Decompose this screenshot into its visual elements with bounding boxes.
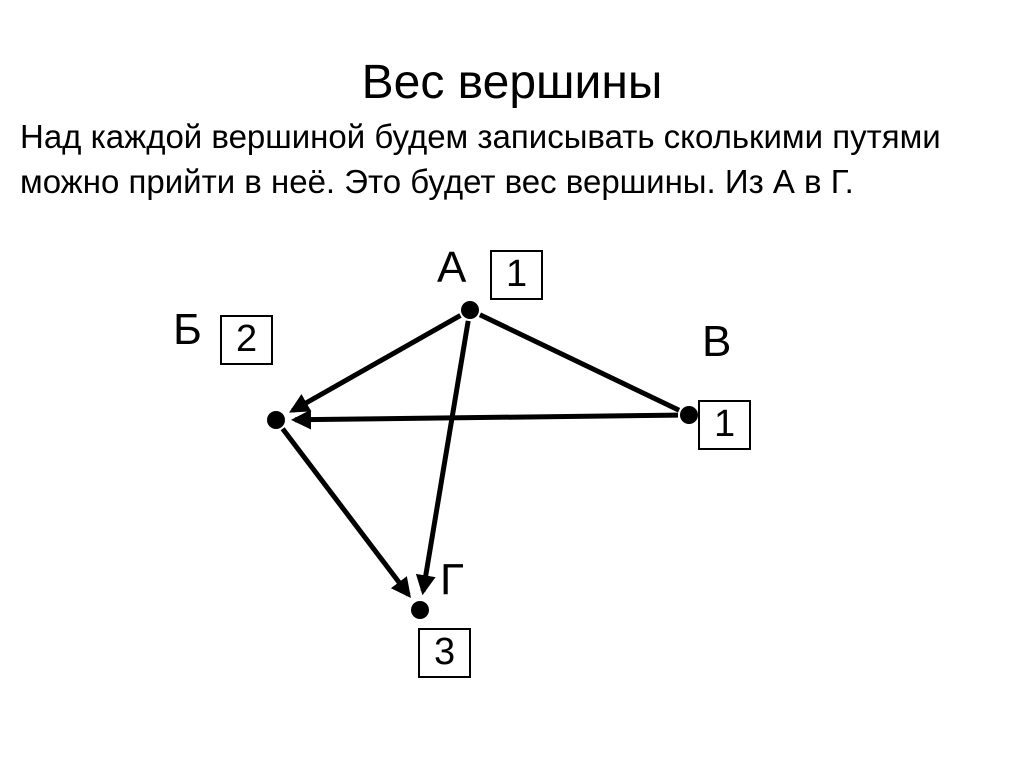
edge-A-G	[423, 321, 468, 591]
node-label-V: В	[702, 317, 731, 367]
graph-svg	[0, 0, 1024, 768]
weight-box-A: 1	[490, 250, 543, 300]
edge-B-G	[283, 429, 409, 595]
weight-box-V: 1	[698, 400, 751, 450]
edge-A-B	[293, 315, 461, 410]
node-label-B: Б	[173, 305, 202, 355]
node-label-G: Г	[440, 555, 464, 605]
node-G	[411, 601, 429, 619]
weight-box-B: 2	[220, 315, 273, 365]
node-B	[267, 411, 285, 429]
edge-A-V	[480, 315, 679, 410]
node-V	[680, 406, 698, 424]
weight-box-G: 3	[418, 628, 471, 678]
node-label-A: А	[437, 243, 466, 293]
edge-V-B	[295, 415, 678, 420]
node-A	[461, 301, 479, 319]
graph-diagram: А1Б2В1Г3	[0, 0, 1024, 768]
